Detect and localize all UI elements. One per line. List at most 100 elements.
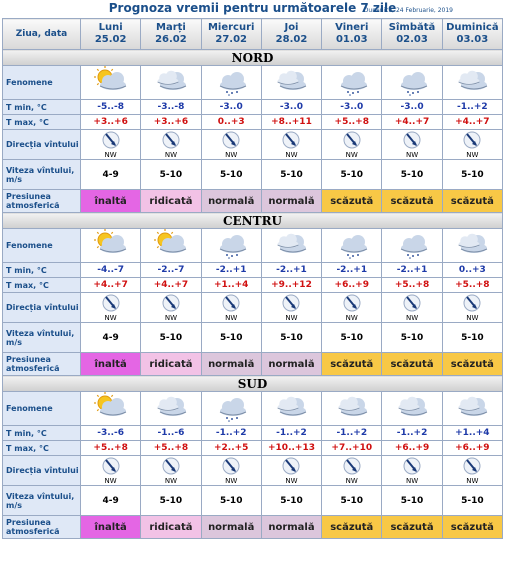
- wind-dir-text: NW: [164, 313, 177, 322]
- tmin: -3..0: [381, 99, 443, 115]
- wind-arrow: [282, 131, 300, 148]
- title: Prognoza vremii pentru următoarele 7 zil…: [108, 1, 397, 15]
- tmin: -3..0: [200, 99, 262, 115]
- tmin: -3..-8: [140, 99, 202, 115]
- row-label: Viteza vîntului, m/s: [2, 485, 81, 516]
- wind-arrow: [403, 294, 421, 311]
- wind-dir: NW: [441, 129, 504, 160]
- day-header: Vineri 01.03: [321, 18, 383, 50]
- wind-speed: 5-10: [381, 485, 443, 516]
- weather-icon: [441, 391, 504, 426]
- wind-dir: NW: [321, 129, 383, 160]
- section-row: SUD: [2, 375, 503, 392]
- date: Duminică, 24 Februarie, 2019: [363, 7, 453, 14]
- wind-dir: NW: [321, 292, 383, 323]
- icon: [277, 70, 307, 90]
- tmax: +2..+5: [200, 440, 262, 456]
- day-header: Marți 26.02: [140, 18, 202, 50]
- icon: [340, 72, 367, 96]
- day-date: 28.02: [275, 34, 308, 45]
- weather-icon: [200, 65, 262, 100]
- wind-speed: 5-10: [321, 485, 383, 516]
- wind-dir: NW: [321, 455, 383, 486]
- pressure: normală: [200, 189, 262, 213]
- wind-dir-text: NW: [104, 476, 117, 485]
- wind-dir: NW: [381, 292, 443, 323]
- tmax: +1..+4: [200, 277, 262, 293]
- row-wind_dir: Direcția vîntului NW NW NW NW NW NW NW: [2, 455, 504, 486]
- wind-dir: NW: [260, 455, 323, 486]
- icon: [338, 396, 367, 416]
- wind-arrow: [222, 131, 240, 148]
- row-phenomena: Fenomene: [2, 65, 504, 100]
- wind-arrow: [102, 294, 120, 311]
- wind-arrow: [222, 457, 240, 474]
- icon: [157, 396, 187, 416]
- day-header: Luni 25.02: [79, 18, 142, 50]
- day-name: Joi: [284, 22, 299, 33]
- tmin: -5..-8: [79, 99, 142, 115]
- row-tmax: T max, °C +4..+7 +4..+7 +1..+4 +9..+12 +6..+9…: [2, 277, 504, 293]
- wind-arrow: [162, 457, 180, 474]
- tmax: +4..+7: [140, 277, 202, 293]
- section-row: CENTRU: [2, 212, 503, 229]
- weather-icon: [321, 228, 383, 263]
- wind-dir: NW: [441, 292, 504, 323]
- wind-speed: 5-10: [441, 159, 504, 190]
- tmax: +3..+6: [79, 114, 142, 130]
- tmin: -2..+1: [321, 262, 383, 278]
- tmin: -3..0: [321, 99, 383, 115]
- tmax: +9..+12: [260, 277, 323, 293]
- pressure: normală: [200, 352, 262, 376]
- tmax: +5..+8: [79, 440, 142, 456]
- icon: [458, 70, 488, 90]
- wind-arrow: [403, 131, 421, 148]
- top-bar: Prognoza vremii pentru următoarele 7 zil…: [0, 0, 505, 18]
- tmax: +4..+7: [381, 114, 443, 130]
- tmax: +5..+8: [381, 277, 443, 293]
- day-header: Miercuri 27.02: [200, 18, 262, 50]
- wind-speed: 5-10: [140, 485, 202, 516]
- wind-speed: 4-9: [79, 159, 142, 190]
- day-name: Sîmbătă: [388, 22, 436, 33]
- wind-dir: NW: [79, 292, 142, 323]
- tmin: -1..+2: [260, 425, 323, 441]
- wind-arrow: [343, 457, 361, 474]
- tmax: +3..+6: [140, 114, 202, 130]
- row-wind_speed: Viteza vîntului, m/s 4-9 5-10 5-10 5-10 5-10 5…: [2, 322, 504, 353]
- section-title: SUD: [2, 375, 503, 392]
- pressure: scăzută: [321, 189, 383, 213]
- wind-dir: NW: [140, 292, 202, 323]
- day-date: 02.03: [396, 34, 428, 45]
- wind-arrow: [162, 294, 180, 311]
- section-title: NORD: [2, 49, 503, 66]
- wind-speed: 5-10: [381, 159, 443, 190]
- pressure: scăzută: [441, 515, 504, 539]
- tmin: -2..+1: [200, 262, 262, 278]
- icon: [277, 396, 307, 416]
- day-name: Luni: [98, 22, 123, 33]
- pressure: normală: [260, 515, 323, 539]
- tmin: -4..-7: [79, 262, 142, 278]
- pressure: scăzută: [381, 189, 443, 213]
- weather-icon: [140, 391, 202, 426]
- tmax: +10..+13: [260, 440, 323, 456]
- icon: [400, 235, 428, 259]
- weather-icon: [140, 228, 202, 263]
- wind-dir-text: NW: [285, 313, 298, 322]
- day-name: Marți: [156, 22, 186, 33]
- day-date: 25.02: [94, 34, 127, 45]
- tmin: -1..+2: [381, 425, 443, 441]
- tmin: -1..+2: [321, 425, 383, 441]
- weather-icon: [79, 391, 142, 426]
- pressure: ridicată: [140, 189, 202, 213]
- icon: [458, 233, 488, 253]
- wind-dir-text: NW: [104, 150, 117, 159]
- wind-dir: NW: [140, 455, 202, 486]
- icon: [219, 398, 247, 422]
- row-label: Viteza vîntului, m/s: [2, 322, 81, 353]
- wind-speed: 5-10: [260, 485, 323, 516]
- tmax: +5..+8: [140, 440, 202, 456]
- wind-dir-text: NW: [345, 150, 358, 159]
- icon: [458, 396, 488, 416]
